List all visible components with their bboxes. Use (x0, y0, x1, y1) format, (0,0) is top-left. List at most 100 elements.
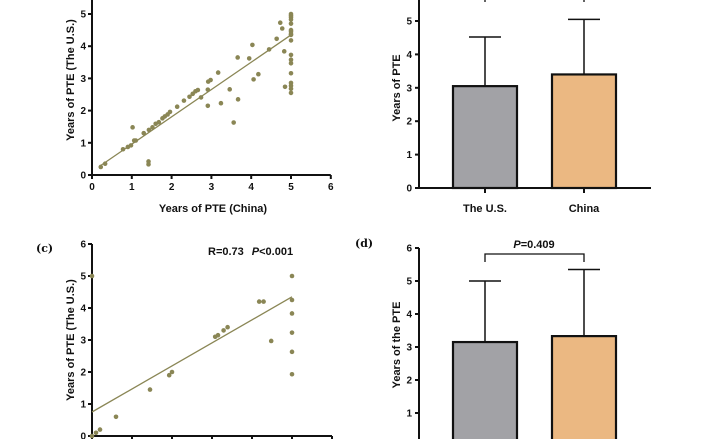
panel-d-y-tick-label: 5 (406, 277, 412, 288)
panel-a-point (215, 70, 221, 75)
panel-d-significance: P=0.409 (513, 239, 554, 251)
panel-c-point (147, 387, 153, 392)
panel-c-point (169, 369, 175, 375)
panel-c-point (261, 299, 266, 304)
panel-c-point (221, 328, 226, 333)
panel-a-point (288, 32, 294, 38)
panel-a-point (208, 77, 213, 83)
panel-a-ylabel: Years of PTE (The U.S.) (65, 19, 77, 141)
panel-c-point (97, 427, 103, 432)
panel-a-y-tick-label: 2 (80, 106, 86, 117)
panel-a-point (146, 162, 151, 167)
panel-c-trendline (91, 296, 293, 413)
r-value: R=0.73 (208, 246, 244, 258)
panel-a-point (141, 130, 147, 136)
panel-c-point (289, 297, 295, 303)
panel-a-x-tick-label: 4 (248, 182, 254, 193)
panel-c-point (225, 324, 230, 330)
panel-d-bar (451, 340, 519, 439)
panel-a-point (128, 143, 134, 148)
panel-d-y-tick-label: 4 (406, 310, 412, 321)
panel-a-point (274, 36, 279, 42)
panel-c-point (113, 414, 119, 420)
panel-a-point (266, 47, 272, 52)
panel-c-point (89, 433, 95, 439)
panel-a-x-tick-label: 1 (129, 182, 135, 193)
panel-b-y-tick-label: 3 (406, 83, 412, 94)
panel-a-point (227, 87, 233, 92)
p-symbol: P (513, 239, 521, 251)
panel-a-point (235, 55, 240, 60)
panel-a-point (256, 71, 261, 77)
panel-a-point (181, 98, 187, 103)
p-symbol: P (252, 246, 260, 258)
panel-c-annotation: R=0.73 P<0.001 (208, 246, 293, 258)
panel-b-y-tick-label: 5 (406, 17, 412, 28)
panel-c-point (215, 332, 221, 338)
panel-c-point (289, 330, 295, 335)
panel-c-y-tick-label: 1 (80, 400, 86, 411)
panel-a-y-tick-label: 5 (80, 10, 86, 21)
panel-d-y-tick-label: 6 (406, 244, 412, 255)
panel-a-point (288, 90, 294, 96)
panel-a-point (218, 100, 224, 106)
panel-c-label: (c) (36, 242, 53, 255)
panel-d-y-tick-label: 1 (406, 409, 412, 420)
panel-a-point (187, 94, 192, 100)
panel-c-y-tick-label: 5 (80, 272, 86, 283)
panel-a-point (288, 70, 294, 76)
panel-b-y-tick-label: 0 (406, 184, 412, 195)
panel-a-xlabel: Years of PTE (China) (159, 203, 268, 215)
panel-c-point (89, 273, 95, 279)
panel-c-point (93, 430, 99, 436)
panel-a-point (279, 26, 285, 31)
p-value: =0.409 (521, 239, 555, 251)
panel-c-point (166, 372, 172, 378)
panel-b-y-tick-label: 4 (406, 50, 412, 61)
panel-b-y-tick-label: 1 (406, 150, 412, 161)
panel-a-point (288, 52, 294, 58)
panel-a-point (205, 87, 211, 92)
panel-a-y-tick-label: 3 (80, 74, 86, 85)
panel-a-point (102, 161, 108, 167)
p-value: <0.001 (259, 246, 293, 258)
panel-c-y-tick-label: 0 (80, 432, 86, 439)
panel-c-point (268, 338, 274, 344)
panel-b-significance-bracket (484, 0, 585, 2)
panel-a-y-tick-label: 4 (80, 42, 86, 53)
panel-b-bar (550, 73, 618, 190)
panel-d-label: (d) (355, 237, 373, 250)
panel-a-point (174, 104, 180, 110)
panel-a-point (235, 97, 241, 102)
panel-a-point (133, 138, 139, 143)
panel-a-point (146, 127, 152, 133)
panel-a-y-tick-label: 0 (80, 171, 86, 182)
panel-c-point (289, 311, 295, 316)
panel-b-category-china: China (569, 203, 600, 215)
panel-c-y-tick-label: 6 (80, 240, 86, 251)
panel-a-point (130, 125, 135, 130)
panel-a-point (288, 21, 294, 26)
panel-d-ylabel: Years of the PTE (391, 302, 403, 389)
panel-a-x-tick-label: 3 (209, 182, 215, 193)
panel-a-point (251, 77, 256, 82)
panel-a-y-tick-label: 1 (80, 138, 86, 149)
panel-d-y-tick-label: 3 (406, 343, 412, 354)
panel-b-y-tick-label: 2 (406, 117, 412, 128)
panel-b-ylabel: Years of PTE (391, 54, 403, 121)
panel-a-x-tick-label: 2 (169, 182, 175, 193)
panel-c-y-tick-label: 3 (80, 336, 86, 347)
panel-a-x-tick-label: 6 (328, 182, 334, 193)
panel-a-point (281, 49, 287, 54)
panel-c-point (256, 299, 262, 304)
panel-a-x-tick-label: 5 (288, 182, 294, 193)
panel-a-point (288, 57, 294, 63)
panel-a-point (205, 103, 211, 109)
panel-a-point (198, 95, 204, 100)
panel-a-point (195, 87, 201, 93)
panel-a-point (288, 17, 294, 22)
panel-d-bar (550, 335, 618, 439)
panel-a-point (231, 120, 236, 125)
